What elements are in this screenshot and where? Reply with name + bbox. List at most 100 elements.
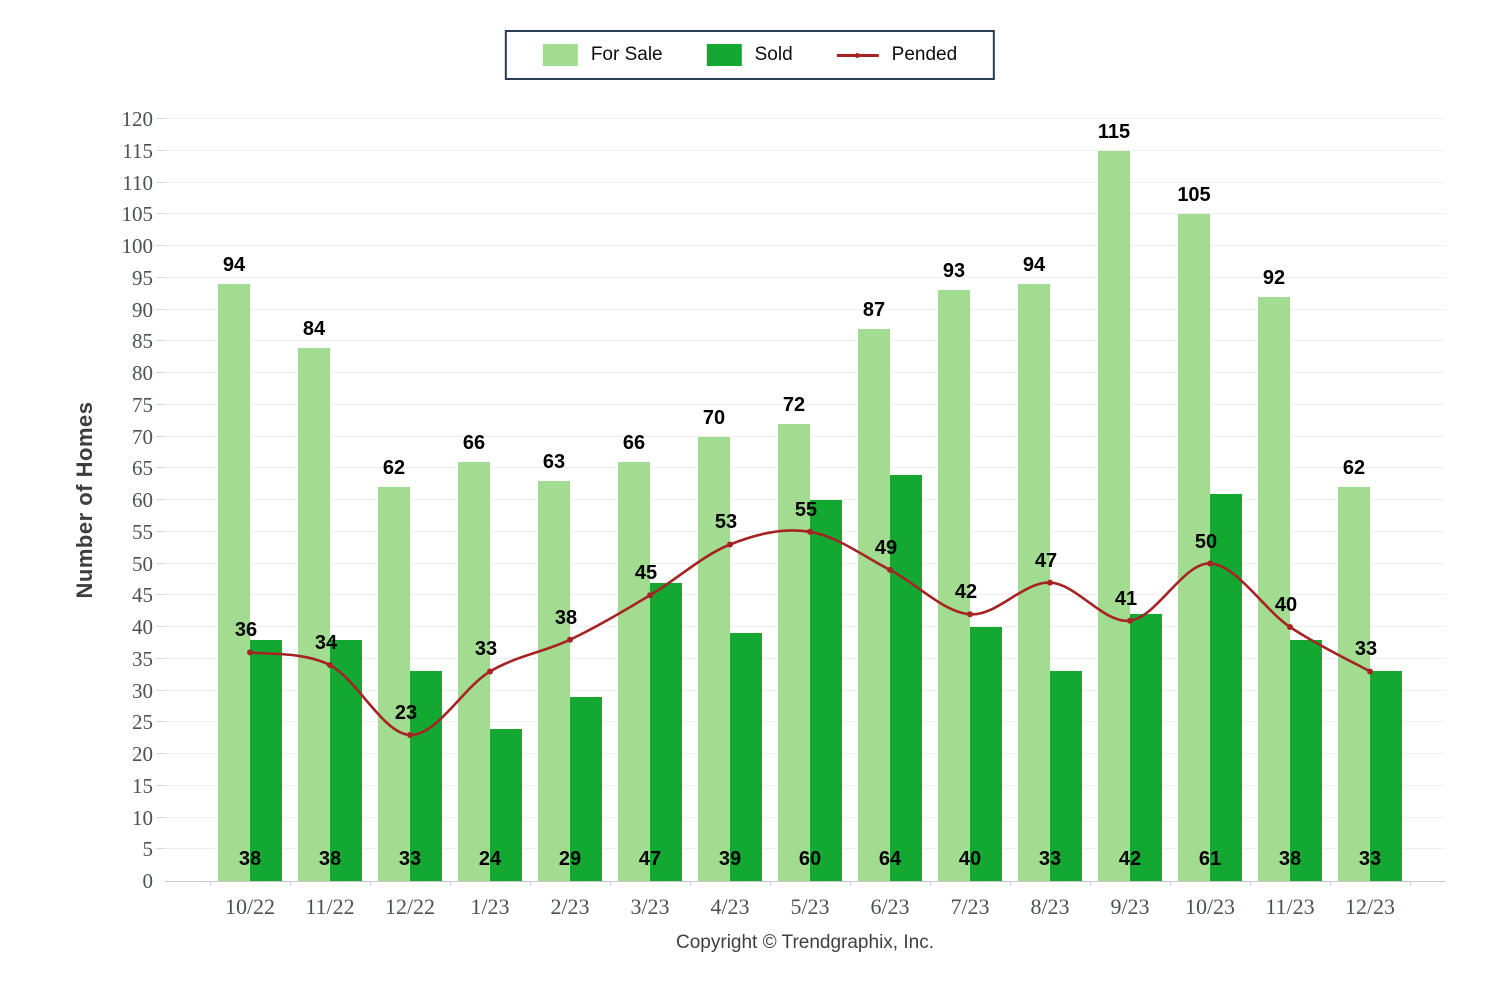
sold-value-label: 38 xyxy=(1278,848,1302,870)
y-axis-tick-label: 115 xyxy=(122,138,153,163)
x-axis-month-label: 12/23 xyxy=(1344,894,1396,919)
x-axis-month-label: 3/23 xyxy=(630,894,670,919)
x-axis-tick xyxy=(450,881,451,886)
pended-point-marker xyxy=(567,636,573,643)
y-axis-tick xyxy=(156,435,165,437)
for-sale-value-label: 92 xyxy=(1262,266,1286,289)
for-sale-value-label: 70 xyxy=(702,406,726,429)
y-axis-tick xyxy=(156,308,165,310)
y-axis-tick xyxy=(156,848,165,850)
sold-value-label: 39 xyxy=(718,848,742,870)
plot-area: 0 5 10 15 20 25 30 35 40 45 50 55 60 65 70 75 80 85 90 95 10… xyxy=(122,109,1445,919)
for-sale-value-label: 66 xyxy=(462,431,486,454)
y-axis-tick xyxy=(156,499,165,500)
legend-item-sold: Sold xyxy=(706,44,793,66)
pended-point-marker xyxy=(807,528,813,535)
sold-value-label: 29 xyxy=(558,848,582,870)
y-axis-tick-label: 110 xyxy=(122,170,153,195)
x-axis-month-label: 2/23 xyxy=(550,894,590,919)
pended-value-label: 38 xyxy=(554,606,578,629)
y-axis-tick-label: 85 xyxy=(132,329,153,354)
for-sale-value-label: 72 xyxy=(782,393,806,416)
pended-value-label: 49 xyxy=(874,536,898,559)
y-axis-tick-label: 35 xyxy=(132,646,153,671)
y-axis-tick xyxy=(156,626,165,627)
sold-value-label: 64 xyxy=(878,848,902,870)
sold-value-label: 33 xyxy=(1358,848,1382,870)
for-sale-value-label: 105 xyxy=(1177,184,1211,207)
x-axis-tick xyxy=(370,881,371,886)
sold-value-label: 60 xyxy=(798,848,822,870)
bar-for-sale xyxy=(218,284,250,881)
gridline xyxy=(165,308,1445,310)
y-axis-tick-label: 120 xyxy=(121,107,154,131)
legend: For Sale Sold Pended xyxy=(504,30,996,80)
pended-value-label: 33 xyxy=(474,638,498,661)
y-axis-tick-label: 50 xyxy=(132,551,153,576)
y-axis-tick xyxy=(156,753,165,754)
legend-label-pended: Pended xyxy=(891,44,958,65)
x-axis-month-label: 5/23 xyxy=(790,894,830,919)
bar-for-sale xyxy=(1178,214,1210,881)
y-axis-tick xyxy=(156,594,165,596)
x-axis-tick xyxy=(1090,881,1091,886)
x-axis-month-label: 11/22 xyxy=(305,894,355,919)
bar-for-sale xyxy=(698,436,730,881)
pended-point-marker xyxy=(407,732,413,738)
x-axis-month-label: 8/23 xyxy=(1030,894,1070,919)
y-axis-tick-label: 5 xyxy=(142,837,154,862)
bar-sold xyxy=(490,728,522,881)
x-axis-tick xyxy=(290,881,291,886)
y-axis-tick-label: 25 xyxy=(132,710,153,735)
for-sale-value-label: 62 xyxy=(1342,457,1366,480)
legend-item-pended: Pended xyxy=(836,44,958,66)
pended-value-label: 50 xyxy=(1194,530,1218,553)
pended-value-label: 42 xyxy=(954,581,978,604)
pended-value-label: 47 xyxy=(1034,549,1058,572)
x-axis-tick xyxy=(1330,881,1331,886)
bar-sold xyxy=(1130,614,1162,881)
gridline xyxy=(165,213,1445,215)
gridline xyxy=(165,403,1445,405)
y-axis-tick xyxy=(156,403,165,405)
x-axis-tick xyxy=(1010,881,1011,886)
bar-sold xyxy=(570,696,602,881)
y-axis-tick xyxy=(156,149,165,151)
y-axis-tick-label: 90 xyxy=(132,297,153,322)
y-axis-tick xyxy=(156,530,165,532)
y-axis-tick xyxy=(156,245,165,246)
y-axis-tick-label: 20 xyxy=(132,742,153,766)
pended-value-label: 36 xyxy=(234,619,258,642)
pended-value-label: 53 xyxy=(714,511,738,534)
x-axis-month-label: 10/22 xyxy=(224,894,276,919)
bar-sold xyxy=(250,639,282,881)
x-axis-tick xyxy=(1250,881,1251,886)
y-axis-tick xyxy=(156,276,165,278)
y-axis-tick-label: 65 xyxy=(132,456,153,481)
pended-point-marker xyxy=(1287,624,1293,630)
x-axis-month-label: 10/23 xyxy=(1184,894,1236,919)
for-sale-value-label: 94 xyxy=(1022,254,1046,277)
bar-sold xyxy=(1210,493,1242,881)
bar-sold xyxy=(890,474,922,881)
y-axis-tick xyxy=(156,657,165,659)
pended-value-label: 33 xyxy=(1354,638,1378,661)
y-axis-tick-label: 10 xyxy=(132,805,153,830)
pended-value-label: 34 xyxy=(314,632,338,655)
pended-value-label: 40 xyxy=(1274,594,1298,616)
y-axis-tick xyxy=(156,118,165,119)
bar-for-sale xyxy=(618,461,650,881)
pended-point-marker xyxy=(247,649,253,656)
bar-for-sale xyxy=(1098,150,1130,881)
y-axis-tick-label: 45 xyxy=(132,583,153,608)
y-axis-tick xyxy=(156,213,165,215)
pended-line xyxy=(247,528,1373,738)
y-axis-tick-label: 95 xyxy=(132,265,153,290)
legend-label-sold: Sold xyxy=(754,44,793,65)
bar-for-sale xyxy=(1258,296,1290,881)
bar-for-sale xyxy=(938,290,970,881)
for-sale-value-label: 62 xyxy=(382,457,406,480)
y-axis-tick xyxy=(156,721,165,723)
sold-value-label: 33 xyxy=(398,848,422,870)
